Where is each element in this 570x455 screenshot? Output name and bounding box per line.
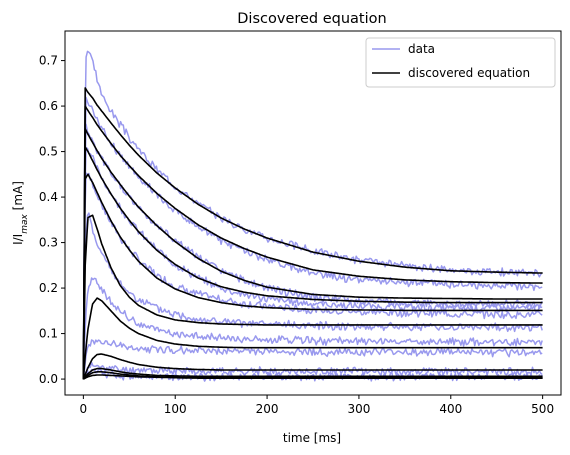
x-axis: 0 100 200 300 400 500 bbox=[80, 395, 554, 416]
legend: data discovered equation bbox=[365, 37, 556, 88]
model-series-line-10 bbox=[83, 374, 543, 380]
legend-label-data: data bbox=[408, 42, 435, 56]
y-tick-label: 0.7 bbox=[39, 54, 58, 68]
chart-title: Discovered equation bbox=[237, 11, 386, 27]
y-tick-label: 0.5 bbox=[39, 145, 58, 159]
plot-background bbox=[65, 31, 561, 395]
x-tick-label: 0 bbox=[80, 402, 88, 416]
x-tick-label: 200 bbox=[256, 402, 279, 416]
model-series-line-5 bbox=[82, 214, 543, 380]
y-tick-label: 0.3 bbox=[39, 236, 58, 250]
x-axis-label: time [ms] bbox=[283, 431, 341, 445]
model-series-line-7 bbox=[82, 353, 543, 380]
model-series-line-8 bbox=[82, 367, 543, 380]
legend-label-model: discovered equation bbox=[408, 66, 530, 80]
data-series-line-6 bbox=[82, 277, 543, 380]
data-series-line-8 bbox=[82, 361, 543, 380]
y-axis: 0.0 0.1 0.2 0.3 0.4 0.5 0.6 0.7 bbox=[39, 54, 65, 386]
axes-frame bbox=[64, 30, 562, 396]
model-series-line-0 bbox=[82, 87, 543, 380]
y-tick-label: 0.1 bbox=[39, 327, 58, 341]
x-tick-label: 100 bbox=[164, 402, 187, 416]
data-series-line-3 bbox=[82, 147, 543, 380]
data-series-line-1 bbox=[82, 96, 543, 380]
model-series-line-6 bbox=[82, 297, 543, 380]
y-tick-label: 0.2 bbox=[39, 281, 58, 295]
model-series-line-2 bbox=[82, 128, 543, 380]
data-series-line-7 bbox=[82, 339, 543, 380]
model-series-line-1 bbox=[82, 105, 543, 380]
x-tick-label: 400 bbox=[439, 402, 462, 416]
legend-frame bbox=[365, 37, 556, 88]
y-tick-label: 0.4 bbox=[39, 190, 58, 204]
plot-area bbox=[64, 30, 562, 396]
x-tick-label: 500 bbox=[531, 402, 554, 416]
model-series-line-3 bbox=[82, 146, 543, 380]
model-series-group bbox=[82, 87, 543, 380]
y-tick-label: 0.0 bbox=[39, 372, 58, 386]
y-tick-label: 0.6 bbox=[39, 99, 58, 113]
model-series-line-4 bbox=[82, 173, 543, 380]
x-tick-label: 300 bbox=[347, 402, 370, 416]
